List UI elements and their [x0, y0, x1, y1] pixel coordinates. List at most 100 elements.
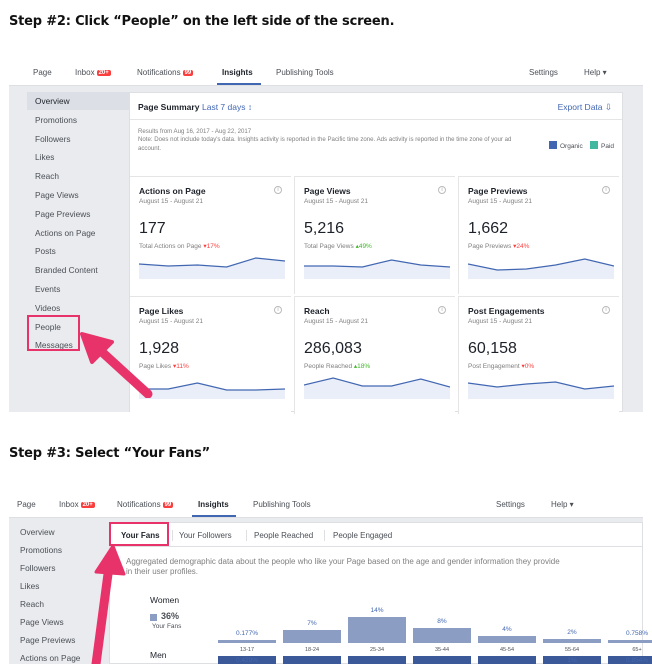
- nav-insights[interactable]: Insights: [222, 68, 253, 77]
- nav-notifications[interactable]: Notifications 99: [137, 68, 194, 77]
- sidebar-item-branded-content[interactable]: Branded Content: [35, 265, 98, 276]
- sparkline-area: [139, 383, 285, 399]
- metric-card-page-views[interactable]: Page Views i August 15 - August 21 5,216 Tot…: [294, 176, 455, 294]
- notifications-badge: 99: [182, 70, 194, 76]
- nav-inbox[interactable]: Inbox 20+: [75, 68, 111, 77]
- tab-your-fans[interactable]: Your Fans: [121, 531, 160, 540]
- men-bar[interactable]: [543, 656, 601, 664]
- women-bar[interactable]: [283, 630, 341, 643]
- men-bar[interactable]: [413, 656, 471, 664]
- nav-settings[interactable]: Settings: [529, 68, 558, 77]
- women-bar[interactable]: [543, 639, 601, 643]
- card-date-range: August 15 - August 21: [304, 318, 368, 325]
- sidebar-item-page-previews[interactable]: Page Previews: [20, 635, 76, 645]
- sidebar-item-reach[interactable]: Reach: [20, 599, 44, 609]
- metric-card-page-likes[interactable]: Page Likes i August 15 - August 21 1,928 Pag…: [130, 296, 291, 414]
- sidebar-item-page-views[interactable]: Page Views: [35, 190, 79, 200]
- tab-people-reached[interactable]: People Reached: [254, 531, 314, 540]
- nav-help[interactable]: Help ▾: [584, 68, 607, 77]
- men-bar-label: 1%: [567, 657, 577, 664]
- nav-insights[interactable]: Insights: [198, 500, 229, 509]
- card-subtitle: Total Actions on Page ▾17%: [139, 242, 220, 250]
- sparkline-chart: [304, 377, 450, 399]
- women-bar[interactable]: [413, 628, 471, 643]
- date-range-dropdown[interactable]: Last 7 days ↕: [202, 102, 253, 112]
- women-bar[interactable]: [348, 617, 406, 643]
- nav-settings[interactable]: Settings: [496, 500, 525, 509]
- sidebar-item-actions-on-page[interactable]: Actions on Page: [35, 227, 96, 238]
- sidebar-item-people[interactable]: People: [35, 321, 61, 332]
- card-value: 177: [139, 220, 166, 237]
- women-bar-label: 0.758%: [625, 630, 649, 637]
- women-bar[interactable]: [478, 636, 536, 643]
- nav-notifications[interactable]: Notifications 99: [117, 500, 174, 509]
- nav-publishing-tools[interactable]: Publishing Tools: [276, 68, 334, 77]
- nav-help[interactable]: Help ▾: [551, 500, 574, 509]
- sparkline-area: [304, 260, 450, 279]
- men-bar[interactable]: [283, 656, 341, 664]
- men-bar[interactable]: [348, 656, 406, 664]
- tab-separator: [246, 530, 247, 541]
- women-bar-label: 14%: [370, 607, 384, 614]
- sidebar-item-promotions[interactable]: Promotions: [20, 545, 62, 555]
- info-icon[interactable]: i: [438, 186, 446, 194]
- women-bar[interactable]: [218, 640, 276, 643]
- sidebar-item-messages[interactable]: Messages: [35, 340, 73, 351]
- your-fans-highlight: [109, 522, 169, 546]
- sidebar-item-promotions[interactable]: Promotions: [35, 114, 77, 125]
- legend-organic: Organic: [559, 143, 583, 150]
- metric-card-reach[interactable]: Reach i August 15 - August 21 286,083 People…: [294, 296, 455, 414]
- nav-inbox[interactable]: Inbox 20+: [59, 500, 95, 509]
- men-bar[interactable]: [218, 656, 276, 664]
- women-bar[interactable]: [608, 640, 652, 643]
- notifications-badge: 99: [162, 502, 174, 508]
- card-date-range: August 15 - August 21: [468, 318, 532, 325]
- sparkline-line: [468, 381, 614, 390]
- card-date-range: August 15 - August 21: [468, 198, 532, 205]
- sparkline-line: [139, 382, 285, 391]
- card-sub-label: Total Page Views: [304, 243, 354, 250]
- export-data-link[interactable]: Export Data ⇩: [557, 102, 612, 112]
- sidebar-item-events[interactable]: Events: [35, 284, 61, 294]
- sidebar-item-videos[interactable]: Videos: [35, 302, 61, 313]
- info-icon[interactable]: i: [274, 306, 282, 314]
- people-highlight: [27, 315, 80, 351]
- sidebar-item-likes[interactable]: Likes: [35, 152, 55, 163]
- sidebar-item-reach[interactable]: Reach: [35, 171, 59, 182]
- nav-page[interactable]: Page: [17, 500, 36, 509]
- info-icon[interactable]: i: [602, 306, 610, 314]
- info-icon[interactable]: i: [274, 186, 282, 194]
- men-bar-label: 0.854%: [625, 657, 649, 664]
- pointer-arrow-icon: [80, 332, 153, 398]
- sparkline-line: [139, 257, 285, 268]
- metric-card-page-previews[interactable]: Page Previews i August 15 - August 21 1,662…: [458, 176, 619, 294]
- info-icon[interactable]: i: [438, 306, 446, 314]
- sidebar-item-followers[interactable]: Followers: [20, 563, 56, 573]
- sidebar-item-actions-on-page[interactable]: Actions on Page: [20, 653, 81, 663]
- sidebar-item-page-previews[interactable]: Page Previews: [35, 208, 91, 219]
- sidebar-item-likes[interactable]: Likes: [20, 581, 40, 591]
- card-title: Actions on Page: [139, 186, 206, 196]
- sidebar-item-overview[interactable]: Overview: [20, 527, 55, 537]
- sparkline-chart: [468, 381, 614, 399]
- sidebar-item-overview[interactable]: Overview: [35, 96, 70, 106]
- sidebar-selected-bg: [27, 92, 131, 110]
- card-date-range: August 15 - August 21: [139, 318, 203, 325]
- nav-publishing-tools[interactable]: Publishing Tools: [253, 500, 311, 509]
- women-bar-label: 4%: [502, 626, 512, 633]
- people-description: Aggregated demographic data about the pe…: [126, 557, 560, 576]
- tab-your-followers[interactable]: Your Followers: [179, 531, 232, 540]
- men-bar[interactable]: [478, 656, 536, 664]
- nav-page[interactable]: Page: [33, 68, 52, 77]
- sidebar-item-followers[interactable]: Followers: [35, 133, 71, 144]
- nav-active-indicator: [192, 515, 236, 517]
- tab-people-engaged[interactable]: People Engaged: [333, 531, 393, 540]
- nav-notifications-label: Notifications: [117, 500, 161, 509]
- card-value: 60,158: [468, 340, 517, 357]
- men-bar[interactable]: [608, 656, 652, 664]
- sidebar-item-posts[interactable]: Posts: [35, 246, 56, 257]
- metric-card-post-engagements[interactable]: Post Engagements i August 15 - August 21 60…: [458, 296, 619, 414]
- sidebar-item-page-views[interactable]: Page Views: [20, 617, 64, 627]
- info-icon[interactable]: i: [602, 186, 610, 194]
- metric-card-actions-on-page[interactable]: Actions on Page i August 15 - August 21 177…: [130, 176, 291, 294]
